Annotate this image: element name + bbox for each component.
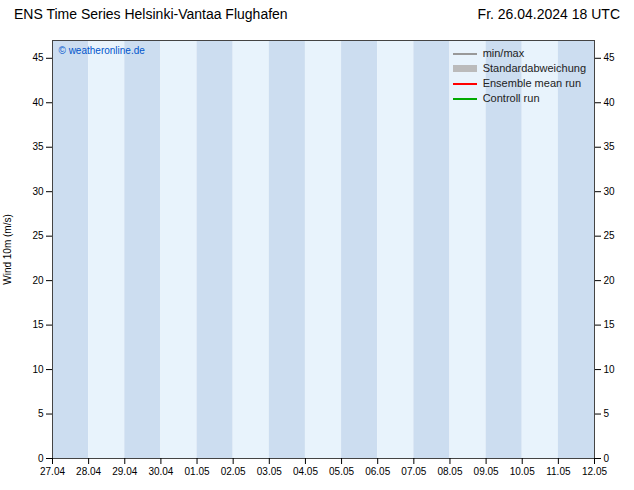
svg-text:30: 30 [32, 186, 44, 197]
svg-text:07.05: 07.05 [401, 466, 426, 477]
svg-text:45: 45 [604, 52, 616, 63]
svg-text:45: 45 [32, 52, 44, 63]
svg-text:30.04: 30.04 [148, 466, 173, 477]
svg-text:12.05: 12.05 [582, 466, 607, 477]
svg-text:0: 0 [604, 453, 610, 464]
html-text:Controll run: Controll run [482, 92, 540, 104]
html-text:Standardabweichung: Standardabweichung [482, 62, 586, 74]
svg-text:40: 40 [604, 97, 616, 108]
svg-text:Wind 10m (m/s): Wind 10m (m/s) [2, 214, 13, 285]
svg-text:10: 10 [32, 364, 44, 375]
svg-text:05.05: 05.05 [329, 466, 354, 477]
svg-text:08.05: 08.05 [437, 466, 462, 477]
svg-text:15: 15 [604, 319, 616, 330]
svg-text:15: 15 [32, 319, 44, 330]
svg-text:20: 20 [604, 275, 616, 286]
svg-text:11.05: 11.05 [546, 466, 571, 477]
svg-text:5: 5 [604, 408, 610, 419]
svg-text:0: 0 [38, 453, 44, 464]
svg-text:03.05: 03.05 [257, 466, 282, 477]
html-text:Fr. 26.04.2024 18 UTC: Fr. 26.04.2024 18 UTC [477, 6, 620, 22]
svg-text:06.05: 06.05 [365, 466, 390, 477]
svg-text:10.05: 10.05 [510, 466, 535, 477]
svg-text:5: 5 [38, 408, 44, 419]
svg-text:35: 35 [604, 141, 616, 152]
html-text:Ensemble mean run: Ensemble mean run [482, 77, 582, 89]
svg-text:09.05: 09.05 [474, 466, 499, 477]
svg-text:© weatheronline.de: © weatheronline.de [59, 45, 146, 56]
svg-text:28.04: 28.04 [76, 466, 101, 477]
svg-text:01.05: 01.05 [185, 466, 210, 477]
svg-text:30: 30 [604, 186, 616, 197]
svg-text:40: 40 [32, 97, 44, 108]
svg-text:02.05: 02.05 [221, 466, 246, 477]
svg-text:04.05: 04.05 [293, 466, 318, 477]
svg-text:27.04: 27.04 [40, 466, 65, 477]
svg-text:25: 25 [32, 230, 44, 241]
html-text:min/max: min/max [482, 47, 525, 59]
html-text:ENS Time Series Helsinki-Vanta: ENS Time Series Helsinki-Vantaa Flughafe… [14, 6, 288, 22]
svg-text:25: 25 [604, 230, 616, 241]
svg-text:20: 20 [32, 275, 44, 286]
svg-text:10: 10 [604, 364, 616, 375]
svg-text:29.04: 29.04 [112, 466, 137, 477]
svg-text:35: 35 [32, 141, 44, 152]
